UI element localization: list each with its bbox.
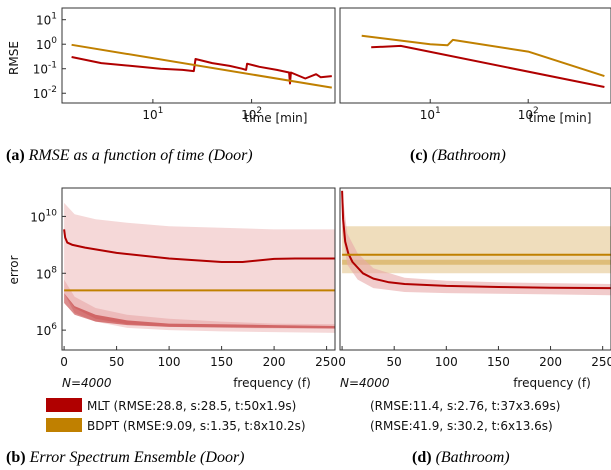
chart-b-band-0 xyxy=(64,202,335,333)
chart-b: 0 50 100 150 200 250 106 108 1010 error xyxy=(7,187,338,369)
caption-b: (b) Error Spectrum Ensemble (Door) xyxy=(6,449,245,466)
chart-d-series-mlt xyxy=(341,190,611,290)
chart-a-ticks: 101 102 10-2 10-1 100 101 xyxy=(33,12,262,122)
chart-d-xtick-label-0: 0 xyxy=(338,355,346,369)
chart-d-band-2 xyxy=(342,190,611,296)
chart-c-xaxis-label: time [min] xyxy=(529,111,592,125)
chart-d-xaxis-label: frequency (f) xyxy=(513,376,591,390)
chart-b-band-1 xyxy=(64,279,335,329)
chart-d-ticks: 0 50 100 150 200 250 xyxy=(338,346,611,369)
chart-a-xaxis-label: time [min] xyxy=(245,111,308,125)
chart-a-xtick-label-1: 102 xyxy=(241,106,262,122)
chart-a-ytick-label-3: 101 xyxy=(36,12,57,28)
chart-a-frame xyxy=(61,7,336,104)
chart-c-xtick-label-1: 102 xyxy=(518,106,539,122)
caption-a-label: (a) xyxy=(6,147,25,164)
chart-d-plot xyxy=(341,190,611,296)
svg-text:(a)RMSE as a function of time: (a) RMSE as a function of time (Door) xyxy=(6,147,253,164)
legend-mlt-name: MLT xyxy=(87,399,110,413)
caption-b-label: (b) xyxy=(6,449,26,466)
legend-swatch-bdpt xyxy=(46,418,82,432)
svg-text:(b)Error Spectrum Ensemble (Do: (b) Error Spectrum Ensemble (Door) xyxy=(6,449,245,466)
chart-d-n-label: N=4000 xyxy=(340,376,390,390)
chart-d-xtick-label-1: 50 xyxy=(387,355,402,369)
chart-a: 101 102 10-2 10-1 100 101 time [min] RMSE xyxy=(7,7,336,122)
legend: MLT (RMSE:28.8, s:28.5, t:50x1.9s) BDPT … xyxy=(46,398,560,433)
chart-d-xtick-label-2: 100 xyxy=(435,355,458,369)
caption-d-text: (Bathroom) xyxy=(436,449,510,466)
caption-d-label: (d) xyxy=(412,449,432,466)
chart-c: 101 102 xyxy=(339,7,611,122)
legend-swatch-mlt xyxy=(46,398,82,412)
chart-a-ytick-label-1: 10-1 xyxy=(33,61,57,77)
caption-c-text: (Bathroom) xyxy=(432,147,506,164)
chart-b-ytick-label-0: 106 xyxy=(36,322,57,338)
chart-d-xtick-label-5: 250 xyxy=(591,355,611,369)
legend-bdpt-door-stats: (RMSE:9.09, s:1.35, t:8x10.2s) xyxy=(123,419,306,433)
legend-bdpt-bath-stats: (RMSE:41.9, s:30.2, t:6x13.6s) xyxy=(370,419,553,433)
legend-mlt-door-stats: (RMSE:28.8, s:28.5, t:50x1.9s) xyxy=(114,399,297,413)
chart-c-series-bdpt xyxy=(361,34,605,78)
chart-a-ytick-label-0: 10-2 xyxy=(33,85,57,101)
chart-b-frame xyxy=(61,187,336,351)
chart-b-ylabel: error xyxy=(7,255,21,284)
chart-a-series-mlt xyxy=(71,56,332,85)
caption-c-label: (c) xyxy=(410,147,428,164)
chart-d: 0 50 100 150 200 250 xyxy=(338,187,611,369)
chart-d-band-1 xyxy=(342,259,611,265)
chart-b-series-mlt xyxy=(63,229,335,263)
chart-d-xtick-label-4: 200 xyxy=(539,355,562,369)
caption-b-text: Error Spectrum Ensemble (Door) xyxy=(29,449,245,466)
svg-text:(d)(Bathroom): (d) (Bathroom) xyxy=(412,449,510,466)
caption-c: (c) (Bathroom) xyxy=(410,147,506,164)
chart-a-xtick-label-0: 101 xyxy=(142,106,163,122)
chart-b-xtick-label-4: 200 xyxy=(263,355,286,369)
chart-d-band-0 xyxy=(342,226,611,274)
legend-mlt-bath-stats: (RMSE:11.4, s:2.76, t:37x3.69s) xyxy=(370,399,560,413)
chart-d-xtick-label-3: 150 xyxy=(487,355,510,369)
caption-d: (d) (Bathroom) xyxy=(412,449,510,466)
chart-d-frame xyxy=(339,187,611,351)
chart-a-ylabel: RMSE xyxy=(7,41,21,75)
svg-text:(c)(Bathroom): (c) (Bathroom) xyxy=(410,147,506,164)
chart-b-ticks: 0 50 100 150 200 250 106 108 1010 xyxy=(30,208,338,369)
chart-b-xaxis-label: frequency (f) xyxy=(233,376,311,390)
caption-a: (a) RMSE as a function of time (Door) xyxy=(6,147,253,164)
caption-a-text: RMSE as a function of time (Door) xyxy=(28,147,253,164)
chart-b-xtick-label-5: 250 xyxy=(315,355,338,369)
chart-b-xtick-label-2: 100 xyxy=(158,355,181,369)
chart-a-plot xyxy=(71,43,332,89)
svg-text:MLT (RMSE:28.8, s:28.5, t:50x1: MLT (RMSE:28.8, s:28.5, t:50x1.9s) xyxy=(87,399,296,413)
chart-b-xtick-label-1: 50 xyxy=(109,355,124,369)
chart-b-xtick-label-3: 150 xyxy=(210,355,233,369)
chart-c-frame xyxy=(339,7,611,104)
chart-a-series-bdpt xyxy=(71,43,332,89)
chart-b-ytick-label-2: 1010 xyxy=(30,208,57,224)
chart-b-xtick-label-0: 0 xyxy=(60,355,68,369)
chart-b-ytick-label-1: 108 xyxy=(36,265,57,281)
chart-c-plot xyxy=(361,34,605,88)
chart-b-n-label: N=4000 xyxy=(62,376,112,390)
legend-bdpt-name: BDPT xyxy=(87,419,120,433)
chart-c-xtick-label-0: 101 xyxy=(420,106,441,122)
chart-c-series-mlt xyxy=(371,44,605,88)
svg-text:BDPT (RMSE:9.09, s:1.35, t:8x1: BDPT (RMSE:9.09, s:1.35, t:8x10.2s) xyxy=(87,419,306,433)
chart-b-plot xyxy=(63,202,335,333)
chart-c-ticks: 101 102 xyxy=(420,99,539,122)
chart-a-ytick-label-2: 100 xyxy=(36,36,57,52)
